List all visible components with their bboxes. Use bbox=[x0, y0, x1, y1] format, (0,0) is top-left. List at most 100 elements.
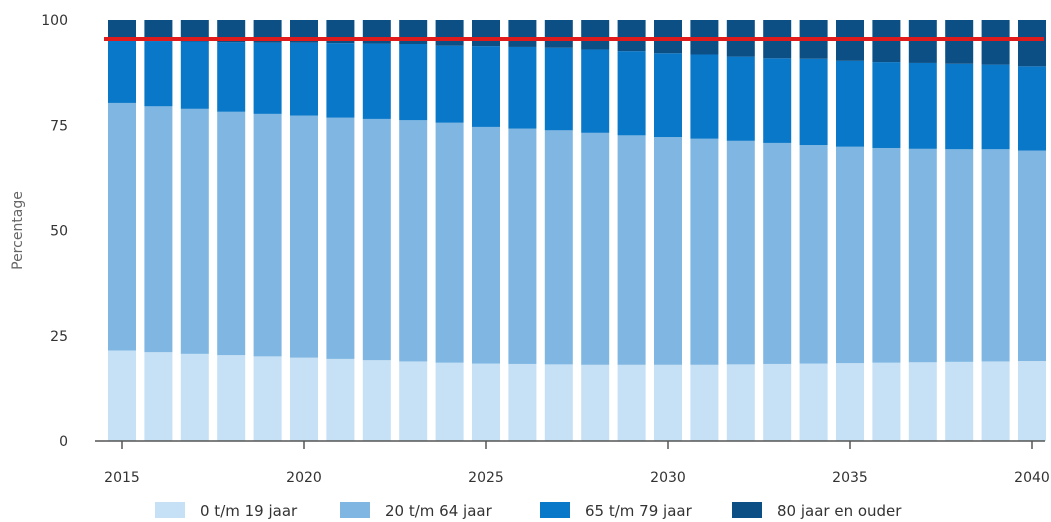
bar-segment-1 bbox=[981, 361, 1010, 441]
bar-segment-1 bbox=[945, 361, 974, 441]
y-axis-label: Percentage bbox=[10, 191, 26, 270]
bar-segment-2 bbox=[1018, 150, 1046, 362]
bar-segment-3 bbox=[726, 56, 755, 141]
bar-group-2016 bbox=[144, 20, 173, 441]
legend-label: 80 jaar en ouder bbox=[777, 502, 902, 520]
bar-segment-1 bbox=[654, 364, 682, 441]
bar-segment-2 bbox=[836, 146, 864, 364]
bar-segment-1 bbox=[508, 363, 537, 441]
bar-segment-2 bbox=[726, 140, 755, 365]
x-tick-label: 2040 bbox=[1014, 470, 1050, 486]
bar-segment-2 bbox=[945, 149, 974, 362]
y-tick-label: 100 bbox=[41, 13, 68, 29]
bar-group-2017 bbox=[180, 20, 209, 441]
bar-group-2027 bbox=[544, 20, 573, 441]
bar-segment-3 bbox=[290, 42, 318, 116]
bar-group-2029 bbox=[617, 20, 646, 441]
bar-segment-1 bbox=[472, 363, 500, 441]
bar-segment-1 bbox=[544, 364, 573, 441]
bar-segment-4 bbox=[581, 20, 610, 50]
bar-segment-3 bbox=[799, 58, 828, 146]
bar-segment-3 bbox=[144, 41, 173, 107]
bar-segment-4 bbox=[1018, 20, 1046, 67]
bar-segment-3 bbox=[908, 62, 937, 149]
bar-segment-4 bbox=[217, 20, 246, 43]
x-tick-label: 2025 bbox=[468, 470, 504, 486]
bar-group-2038 bbox=[945, 20, 974, 441]
bar-segment-1 bbox=[872, 362, 901, 441]
bar-segment-4 bbox=[945, 20, 974, 64]
bar-segment-1 bbox=[690, 364, 719, 441]
bar-group-2023 bbox=[399, 20, 428, 441]
bar-segment-1 bbox=[108, 350, 136, 441]
bar-segment-1 bbox=[908, 362, 937, 441]
bar-segment-2 bbox=[799, 145, 828, 364]
y-tick-label: 25 bbox=[50, 329, 68, 345]
bar-segment-2 bbox=[690, 138, 719, 365]
bar-group-2040 bbox=[1018, 20, 1046, 441]
x-tick-label: 2035 bbox=[832, 470, 868, 486]
bar-segment-4 bbox=[654, 20, 682, 54]
bar-segment-1 bbox=[253, 356, 282, 441]
bar-segment-2 bbox=[872, 147, 901, 363]
bar-group-2019 bbox=[253, 20, 282, 441]
bar-group-2028 bbox=[581, 20, 610, 441]
bar-segment-2 bbox=[617, 135, 646, 365]
legend-label: 65 t/m 79 jaar bbox=[585, 502, 693, 520]
bar-segment-4 bbox=[180, 20, 209, 42]
bar-segment-3 bbox=[617, 51, 646, 136]
bar-segment-3 bbox=[581, 49, 610, 133]
y-tick-label: 50 bbox=[50, 224, 68, 240]
bar-segment-1 bbox=[362, 360, 391, 441]
y-tick-label: 0 bbox=[59, 434, 68, 450]
bar-group-2026 bbox=[508, 20, 537, 441]
bar-segment-3 bbox=[654, 53, 682, 138]
bar-segment-4 bbox=[472, 20, 500, 47]
bar-segment-3 bbox=[180, 41, 209, 109]
bar-segment-2 bbox=[362, 118, 391, 361]
legend-label: 0 t/m 19 jaar bbox=[200, 502, 298, 520]
bar-segment-3 bbox=[108, 39, 136, 103]
bar-segment-3 bbox=[945, 63, 974, 150]
bar-segment-1 bbox=[617, 364, 646, 441]
bar-segment-2 bbox=[290, 115, 318, 358]
bar-segment-4 bbox=[508, 20, 537, 47]
bar-segment-2 bbox=[763, 142, 792, 364]
bar-segment-2 bbox=[326, 117, 355, 359]
bar-segment-3 bbox=[1018, 66, 1046, 151]
bar-segment-2 bbox=[508, 128, 537, 364]
bar-group-2036 bbox=[872, 20, 901, 441]
bar-segment-1 bbox=[180, 353, 209, 441]
bar-group-2021 bbox=[326, 20, 355, 441]
bar-segment-3 bbox=[217, 42, 246, 112]
bar-segment-1 bbox=[399, 361, 428, 441]
bar-segment-3 bbox=[508, 46, 537, 129]
bar-segment-2 bbox=[544, 130, 573, 365]
bar-segment-2 bbox=[180, 108, 209, 354]
y-tick-label: 75 bbox=[50, 118, 68, 134]
bar-group-2032 bbox=[726, 20, 755, 441]
bar-group-2022 bbox=[362, 20, 391, 441]
bar-segment-2 bbox=[581, 132, 610, 365]
bar-segment-3 bbox=[326, 43, 355, 118]
bar-group-2024 bbox=[435, 20, 464, 441]
bars bbox=[108, 20, 1046, 441]
bar-segment-1 bbox=[581, 364, 610, 441]
legend-swatch bbox=[340, 502, 370, 518]
bar-segment-1 bbox=[799, 363, 828, 441]
bar-segment-2 bbox=[108, 102, 136, 351]
bar-segment-4 bbox=[435, 20, 464, 46]
bar-segment-3 bbox=[435, 45, 464, 123]
bar-group-2030 bbox=[654, 20, 682, 441]
y-axis: 0 25 50 75 100 bbox=[41, 13, 68, 450]
bar-segment-2 bbox=[472, 126, 500, 364]
bar-segment-2 bbox=[908, 148, 937, 363]
bar-group-2037 bbox=[908, 20, 937, 441]
bar-group-2025 bbox=[472, 20, 500, 441]
bar-segment-4 bbox=[872, 20, 901, 63]
bar-segment-3 bbox=[472, 46, 500, 127]
bar-group-2039 bbox=[981, 20, 1010, 441]
bar-group-2031 bbox=[690, 20, 719, 441]
bar-group-2033 bbox=[763, 20, 792, 441]
x-axis: 2015 2020 2025 2030 2035 2040 bbox=[104, 441, 1050, 486]
